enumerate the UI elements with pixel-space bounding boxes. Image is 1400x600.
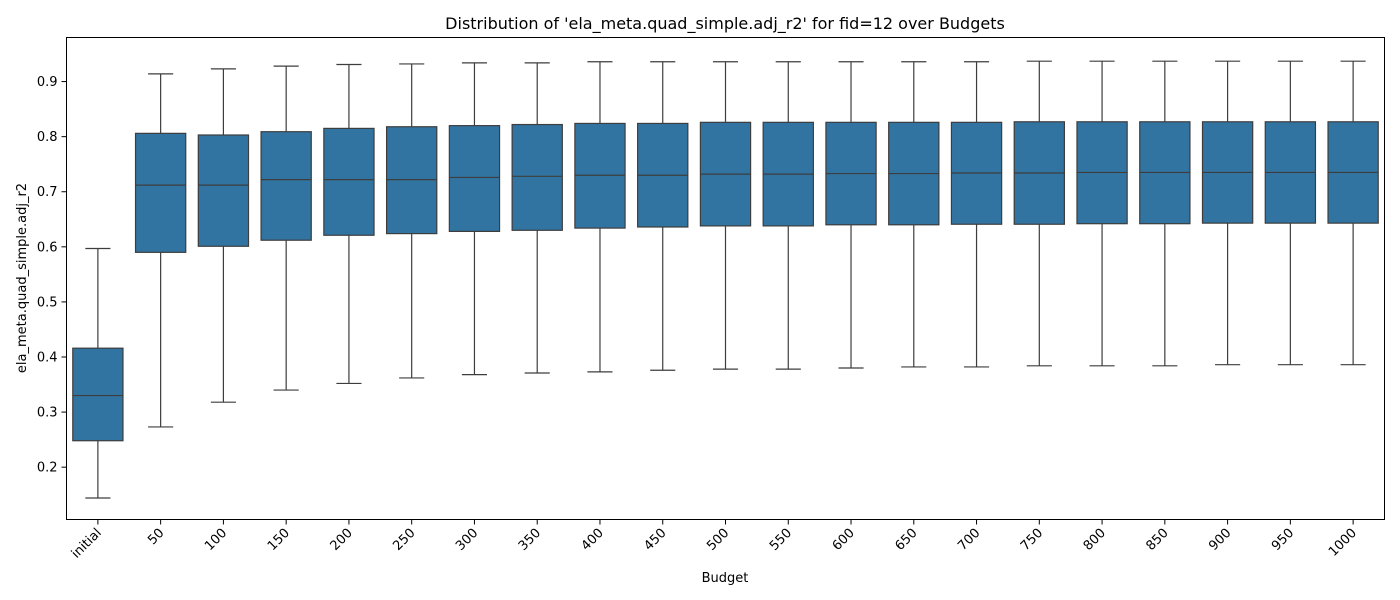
x-tick-label: 750 [1018,526,1046,554]
box [323,127,375,236]
y-tick-label: 0.2 [37,461,58,476]
y-tick-label: 0.9 [37,75,58,90]
chart-title: Distribution of 'ela_meta.quad_simple.ad… [445,14,1005,34]
x-tick-label: 500 [704,526,732,554]
x-tick-label: 600 [830,526,858,554]
y-tick-label: 0.3 [37,406,58,421]
x-tick-label: 50 [145,526,167,548]
x-tick-label: 1000 [1326,526,1360,560]
box [260,131,312,241]
x-tick-label: 800 [1081,526,1109,554]
plot-frame [66,37,1385,520]
x-tick-label: 550 [767,526,795,554]
y-tick-label: 0.4 [37,350,58,365]
x-tick-label: 950 [1269,526,1297,554]
x-tick-label: 250 [390,526,418,554]
x-axis-label: Budget [702,571,749,586]
x-tick-label: 200 [328,526,356,554]
x-tick-label: 400 [579,526,607,554]
x-tick-label: 650 [892,526,920,554]
x-tick-label: 700 [955,526,983,554]
y-tick-label: 0.5 [37,295,58,310]
x-tick-label: initial [69,526,105,562]
box [511,123,563,231]
y-tick-label: 0.8 [37,130,58,145]
x-tick-label: 350 [516,526,544,554]
x-tick-label: 100 [202,526,230,554]
x-tick-label: 900 [1206,526,1234,554]
box [72,347,124,442]
box [448,125,501,233]
box [197,134,250,247]
x-tick-label: 850 [1143,526,1171,554]
x-tick-label: 300 [453,526,481,554]
plot-area: 0.2 0.3 0.4 0.5 0.6 0.7 0.8 0.9 initial 50 100 150 2… [37,60,1379,562]
x-tick-label: 150 [265,526,293,554]
y-axis-label: ela_meta.quad_simple.adj_r2 [15,183,30,373]
x-tick-label: 450 [641,526,669,554]
box [134,132,187,253]
y-tick-label: 0.7 [37,185,58,200]
y-tick-label: 0.6 [37,240,58,255]
